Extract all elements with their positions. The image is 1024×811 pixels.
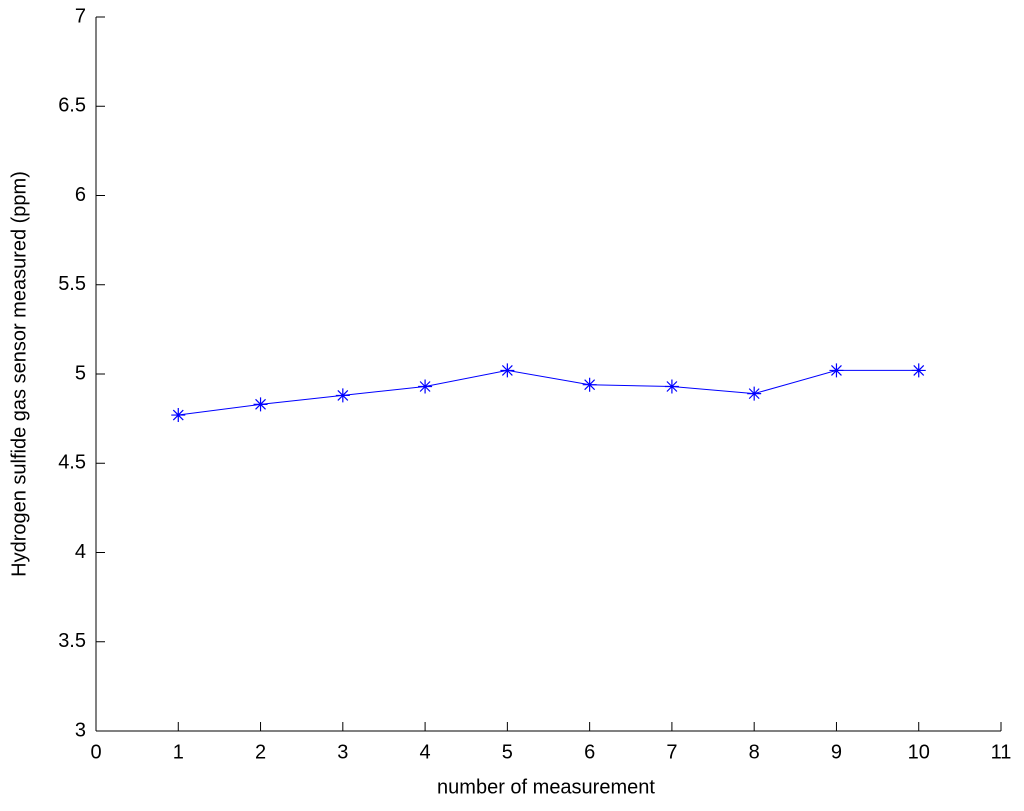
y-tick-label: 4 [75,541,86,563]
data-point [171,408,186,423]
x-tick-label: 10 [908,741,930,763]
y-tick-label: 6.5 [58,95,86,117]
y-tick-label: 5 [75,362,86,384]
y-tick-label: 4.5 [58,452,86,474]
x-tick-label: 4 [420,741,431,763]
data-point [418,379,433,394]
x-tick-label: 2 [255,741,266,763]
data-point [500,363,515,378]
data-point [911,363,926,378]
data-point [747,386,762,401]
x-tick-label: 0 [90,741,101,763]
x-tick-label: 8 [749,741,760,763]
x-tick-label: 6 [584,741,595,763]
y-tick-label: 3.5 [58,630,86,652]
y-axis-label: Hydrogen sulfide gas sensor measured (pp… [8,171,30,577]
y-tick-label: 6 [75,184,86,206]
data-point [664,379,679,394]
data-point [253,397,268,412]
data-point [582,377,597,392]
x-tick-label: 1 [173,741,184,763]
x-tick-label: 7 [666,741,677,763]
x-tick-label: 9 [831,741,842,763]
y-tick-label: 3 [75,719,86,741]
data-line [178,369,919,416]
data-point [829,363,844,378]
x-axis-label: number of measurement [437,776,655,798]
x-tick-label: 3 [337,741,348,763]
y-tick-label: 5.5 [58,273,86,295]
x-tick-label: 11 [991,741,1012,763]
x-tick-label: 5 [502,741,513,763]
data-point [335,388,350,403]
y-tick-label: 7 [75,5,86,27]
